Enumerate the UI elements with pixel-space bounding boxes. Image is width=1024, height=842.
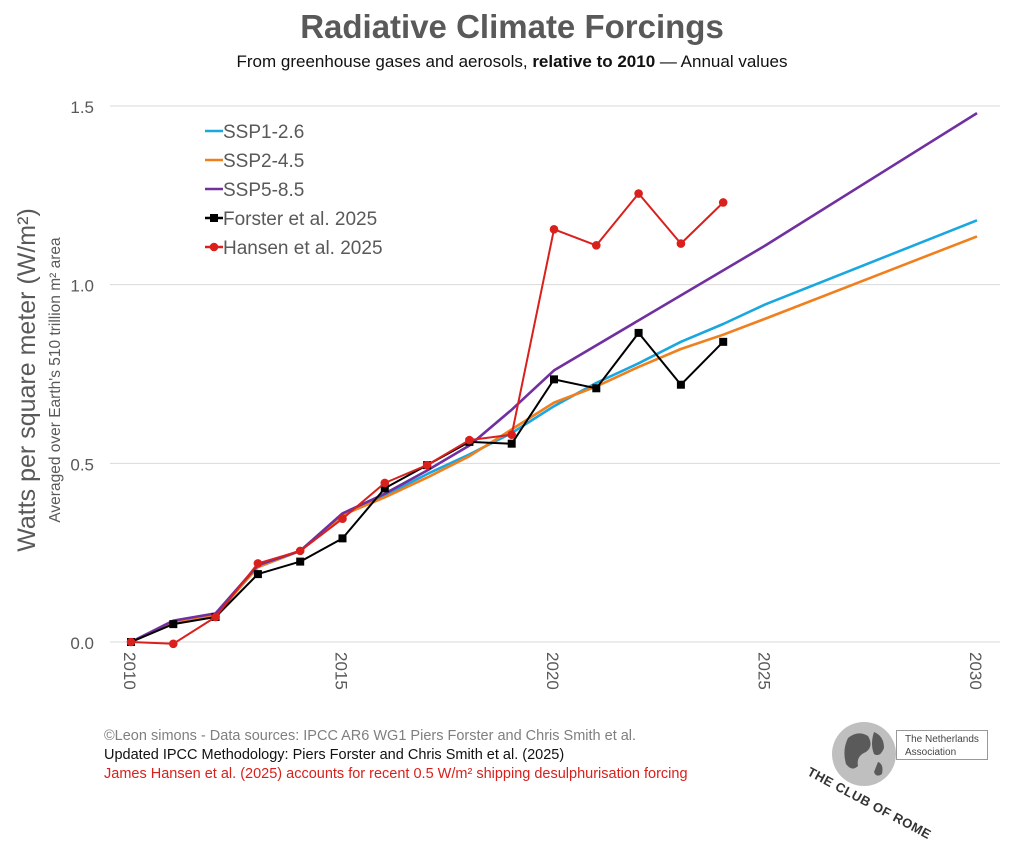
y-tick-label: 1.5 — [70, 98, 94, 117]
data-point — [507, 439, 516, 448]
subtitle-prefix: From greenhouse gases and aerosols, — [236, 52, 533, 71]
legend-label: Forster et al. 2025 — [223, 209, 377, 230]
data-point — [676, 380, 685, 389]
legend-label: SSP1-2.6 — [223, 122, 304, 143]
x-tick-label: 2015 — [332, 652, 351, 690]
data-point — [253, 570, 262, 579]
y-axis-sublabel: Averaged over Earth's 510 trillion m² ar… — [47, 237, 64, 523]
association-box: The Netherlands Association — [896, 730, 988, 760]
data-point — [465, 435, 474, 445]
data-point — [718, 198, 728, 207]
forcing-chart: 0.0 0.5 1.0 1.5 2010 2015 2020 2025 2030 SSP1-2.… — [13, 98, 1000, 690]
data-point — [676, 239, 686, 248]
x-tick-label: 2025 — [755, 652, 774, 690]
subtitle-bold: relative to 2010 — [532, 52, 656, 71]
legend: SSP1-2.6 SSP2-4.5 SSP5-8.5 Forster et al. 2… — [205, 122, 383, 259]
data-point — [380, 478, 390, 488]
data-point — [550, 375, 558, 384]
data-point — [169, 620, 178, 629]
data-point — [592, 241, 601, 250]
series-line-hansen-et-al-2025 — [130, 192, 724, 645]
footer-hansen-note: James Hansen et al. (2025) accounts for … — [104, 766, 688, 782]
data-point — [380, 484, 389, 493]
y-tick-label: 1.0 — [70, 277, 94, 296]
data-point — [338, 514, 347, 524]
chart-subtitle: From greenhouse gases and aerosols, rela… — [0, 52, 1024, 72]
club-of-rome-logo: The Netherlands Association THE CLUB OF … — [805, 712, 992, 842]
subtitle-suffix: — Annual values — [655, 52, 788, 71]
footer-methodology: Updated IPCC Methodology: Piers Forster … — [104, 747, 565, 763]
x-tick-label: 2010 — [120, 652, 139, 690]
globe-icon — [832, 722, 896, 786]
x-tick-label: 2030 — [966, 652, 985, 690]
data-point — [422, 460, 432, 470]
series-line-ssp2-4-5 — [130, 235, 978, 644]
y-axis-label: Watts per square meter (W/m²) — [13, 208, 41, 552]
legend-label: SSP2-4.5 — [223, 151, 304, 172]
data-point — [295, 546, 305, 556]
series-group — [126, 111, 978, 649]
data-point — [719, 337, 728, 346]
axis-ticks: 0.0 0.5 1.0 1.5 2010 2015 2020 2025 2030 — [70, 98, 985, 690]
footer-sources: ©Leon simons - Data sources: IPCC AR6 WG… — [104, 728, 637, 744]
legend-label: Hansen et al. 2025 — [223, 238, 383, 259]
data-point — [126, 637, 136, 647]
legend-label: SSP5-8.5 — [223, 180, 304, 201]
y-tick-label: 0.5 — [70, 455, 94, 474]
chart-title: Radiative Climate Forcings — [300, 8, 724, 45]
data-point — [549, 224, 559, 234]
data-point — [296, 557, 305, 566]
data-point — [634, 328, 643, 337]
data-point — [634, 189, 643, 198]
data-point — [507, 430, 516, 440]
y-tick-label: 0.0 — [70, 634, 94, 653]
legend-marker — [210, 214, 218, 222]
data-point — [211, 612, 220, 622]
legend-marker — [209, 242, 219, 252]
series-line-ssp1-2-6 — [130, 219, 978, 644]
data-point — [592, 384, 601, 393]
data-point — [338, 534, 347, 543]
data-point — [169, 639, 178, 649]
series-line-forster-et-al-2025 — [130, 331, 724, 643]
x-tick-label: 2020 — [543, 652, 562, 690]
data-point — [253, 559, 263, 568]
